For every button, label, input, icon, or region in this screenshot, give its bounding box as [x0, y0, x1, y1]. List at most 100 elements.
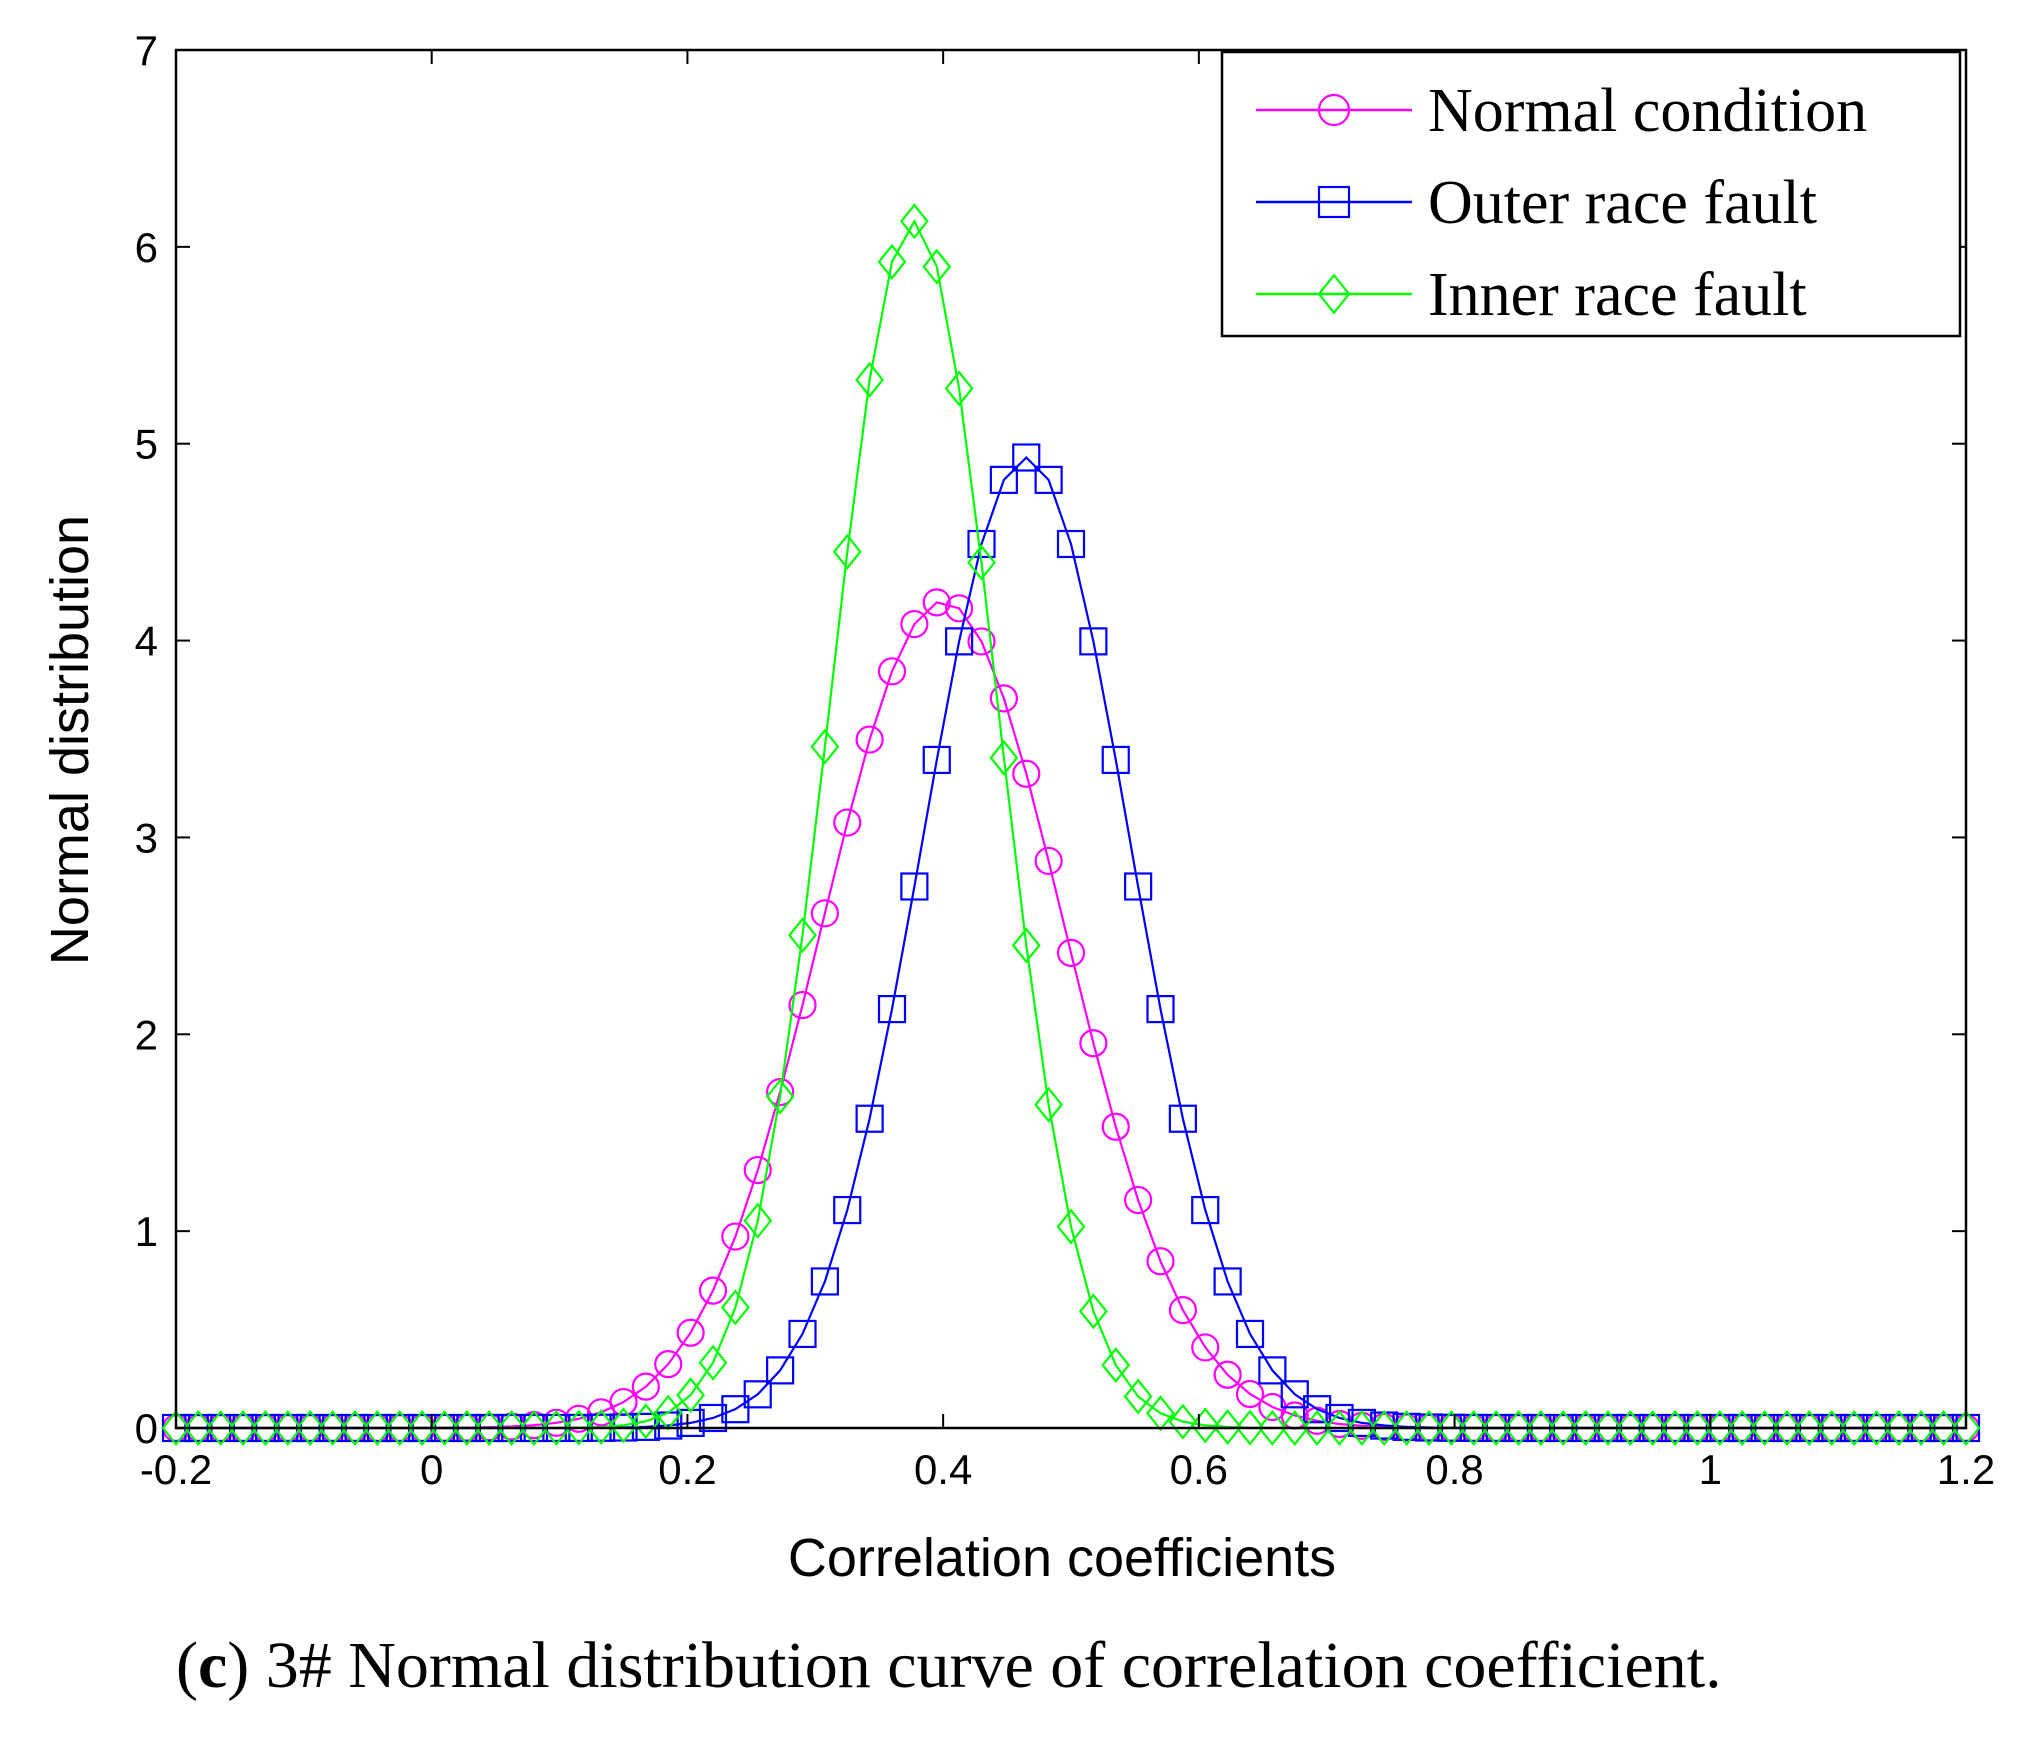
- x-tick-label: 0.8: [1425, 1446, 1483, 1493]
- data-point: [1683, 1409, 1712, 1447]
- data-point: [967, 544, 996, 581]
- series-normal-condition: [161, 588, 1981, 1443]
- data-point: [989, 739, 1019, 776]
- data-point: [743, 1380, 772, 1409]
- data-point: [944, 370, 974, 407]
- data-point: [654, 1350, 683, 1379]
- series-outer-race-fault: [161, 443, 1981, 1443]
- data-point: [900, 609, 929, 639]
- data-point: [1347, 1409, 1377, 1447]
- data-point: [1481, 1409, 1511, 1447]
- data-point: [1190, 1407, 1220, 1444]
- data-point: [1436, 1409, 1466, 1447]
- data-point: [1213, 1267, 1242, 1296]
- data-point: [945, 627, 974, 656]
- data-point: [206, 1409, 236, 1447]
- data-point: [631, 1372, 660, 1401]
- y-tick-label: 7: [135, 27, 158, 74]
- data-point: [1146, 1395, 1175, 1432]
- series-inner-race-fault: [161, 203, 1981, 1447]
- data-point: [1303, 1395, 1332, 1424]
- data-point: [899, 203, 929, 240]
- series-line: [176, 218, 1966, 1430]
- data-point: [1012, 443, 1041, 472]
- data-point: [1012, 759, 1041, 788]
- y-tick-label: 2: [135, 1011, 158, 1058]
- x-tick-label: 0.2: [658, 1446, 716, 1493]
- data-point: [810, 899, 839, 928]
- legend-item: Normal condition: [1256, 77, 1867, 145]
- data-point: [1146, 1247, 1175, 1276]
- data-point: [922, 745, 951, 775]
- data-point: [295, 1409, 325, 1447]
- data-point: [497, 1409, 527, 1447]
- data-point: [452, 1409, 482, 1447]
- data-point: [631, 1403, 661, 1440]
- data-point: [698, 1344, 728, 1381]
- data-point: [228, 1409, 258, 1447]
- data-point: [1325, 1403, 1354, 1433]
- data-point: [1794, 1409, 1824, 1447]
- data-point: [1056, 529, 1086, 559]
- data-point: [1034, 465, 1063, 494]
- data-point: [1772, 1409, 1802, 1447]
- x-tick-label: 1.2: [1937, 1446, 1995, 1493]
- data-point: [1191, 1195, 1220, 1225]
- data-point: [698, 1403, 728, 1433]
- x-tick-label: 0.4: [914, 1446, 972, 1493]
- data-point: [1258, 1356, 1287, 1385]
- legend-marker: [1317, 93, 1351, 127]
- data-point: [1056, 938, 1086, 967]
- data-point: [1325, 1409, 1354, 1447]
- data-point: [765, 1078, 795, 1115]
- data-point: [1638, 1409, 1668, 1447]
- data-point: [877, 657, 907, 686]
- data-point: [721, 1222, 750, 1251]
- data-point: [1168, 1104, 1197, 1133]
- data-point: [362, 1409, 392, 1447]
- data-point: [1414, 1409, 1444, 1447]
- data-point: [676, 1377, 706, 1414]
- data-point: [1392, 1409, 1422, 1447]
- data-point: [877, 243, 907, 280]
- data-point: [1593, 1409, 1623, 1447]
- data-point: [900, 872, 929, 901]
- data-point: [1078, 1293, 1108, 1330]
- data-point: [1124, 1185, 1153, 1215]
- legend-marker: [1317, 185, 1351, 219]
- data-point: [1862, 1409, 1891, 1447]
- data-point: [721, 1395, 750, 1424]
- data-point: [1750, 1409, 1780, 1447]
- data-point: [855, 725, 884, 754]
- data-point: [1056, 1208, 1086, 1245]
- legend-item: Inner race fault: [1256, 261, 1807, 329]
- caption-label: c: [197, 1629, 228, 1702]
- data-point: [474, 1409, 504, 1447]
- data-point: [1101, 1112, 1130, 1141]
- caption-text: 3# Normal distribution curve of correlat…: [265, 1629, 1722, 1702]
- data-point: [832, 533, 862, 570]
- y-tick-label: 3: [135, 814, 158, 861]
- data-point: [251, 1409, 280, 1447]
- data-point: [609, 1407, 638, 1444]
- axes-frame: [174, 48, 1968, 1430]
- data-point: [788, 990, 817, 1020]
- data-point: [676, 1318, 705, 1347]
- plot-area: [161, 203, 1981, 1447]
- data-point: [967, 627, 996, 656]
- data-point: [385, 1409, 415, 1447]
- data-point: [586, 1408, 616, 1445]
- x-tick-label: 0.6: [1170, 1446, 1228, 1493]
- data-point: [1571, 1409, 1601, 1447]
- y-tick-label: 1: [135, 1208, 158, 1255]
- y-tick-label: 5: [135, 421, 158, 468]
- data-point: [810, 728, 840, 765]
- data-point: [1168, 1403, 1198, 1440]
- data-point: [1280, 1380, 1309, 1409]
- data-point: [945, 594, 974, 623]
- data-point: [1280, 1409, 1310, 1446]
- data-point: [833, 808, 862, 837]
- data-point: [1123, 1378, 1153, 1415]
- legend-item: Outer race fault: [1256, 169, 1817, 237]
